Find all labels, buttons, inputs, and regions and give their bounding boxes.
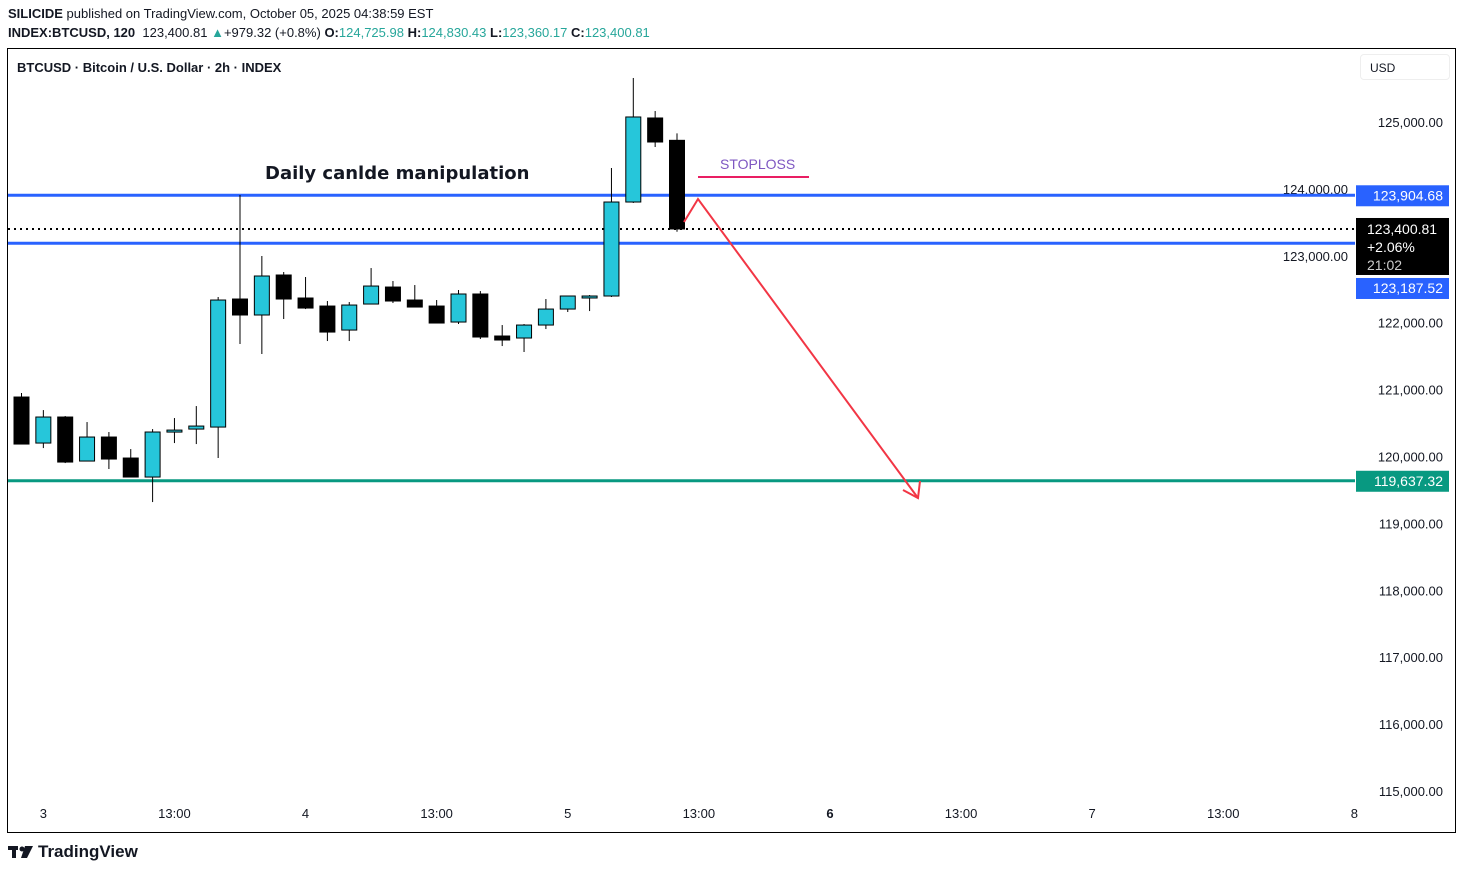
y-tick-label: 118,000.00 <box>1379 583 1443 598</box>
price-level-tag-label: 119,637.32 <box>1374 473 1443 489</box>
current-price-label: 123,400.81 <box>1367 221 1437 237</box>
currency-button[interactable]: USD <box>1360 54 1450 80</box>
x-tick-label: 6 <box>826 806 833 821</box>
bear-candle <box>647 117 664 143</box>
bull-candle <box>537 308 554 326</box>
y-tick-label: 120,000.00 <box>1378 450 1443 465</box>
x-tick-label: 13:00 <box>683 806 716 821</box>
chart-frame[interactable] <box>7 48 1456 833</box>
price-level-tag-label: 123,187.52 <box>1373 280 1443 296</box>
y-tick-label: 121,000.00 <box>1378 383 1443 398</box>
current-change-label: +2.06% <box>1367 239 1415 255</box>
bull-candle <box>253 275 270 316</box>
x-tick-label: 4 <box>302 806 309 821</box>
x-tick-label: 3 <box>40 806 47 821</box>
bear-candle <box>57 416 74 463</box>
x-tick-label: 13:00 <box>158 806 191 821</box>
publish-text: published on TradingView.com, October 05… <box>66 6 434 21</box>
bull-candle <box>450 293 467 323</box>
y-tick-label: 123,000.00 <box>1283 249 1348 264</box>
y-tick-label: 117,000.00 <box>1379 650 1443 665</box>
author-name: SILICIDE <box>8 6 63 21</box>
bear-candle <box>428 305 445 324</box>
bear-candle <box>472 293 489 338</box>
up-triangle-icon: ▲ <box>211 25 224 40</box>
close-value: 123,400.81 <box>584 25 650 40</box>
bull-candle <box>516 324 533 339</box>
publish-info: SILICIDE published on TradingView.com, O… <box>8 6 433 21</box>
price-level-tag <box>1356 277 1449 299</box>
y-tick-label: 119,000.00 <box>1379 516 1443 531</box>
x-tick-label: 8 <box>1351 806 1358 821</box>
x-tick-label: 13:00 <box>945 806 978 821</box>
bull-candle <box>188 425 205 430</box>
high-label: H: <box>407 25 422 40</box>
y-tick-label: 125,000.00 <box>1378 115 1443 130</box>
bear-candle <box>669 139 685 230</box>
bull-candle <box>210 299 227 428</box>
bear-candle <box>319 305 336 333</box>
bear-candle <box>406 299 423 308</box>
bull-candle <box>79 436 96 462</box>
tv-logo-icon <box>8 846 33 858</box>
symbol-info: INDEX:BTCUSD, 120 123,400.81 ▲+979.32 (+… <box>8 25 650 40</box>
bear-candle <box>275 274 292 300</box>
tradingview-logo: TradingView <box>8 842 138 862</box>
bull-candle <box>341 304 358 331</box>
x-tick-label: 13:00 <box>420 806 453 821</box>
annotation-text: Daily canlde manipulation <box>265 163 529 184</box>
bull-candle <box>363 285 380 305</box>
bar-countdown-label: 21:02 <box>1367 257 1402 273</box>
y-tick-label: 115,000.00 <box>1379 784 1443 799</box>
bull-candle <box>581 295 598 299</box>
low-value: 123,360.17 <box>502 25 568 40</box>
price-change: +979.32 (+0.8%) <box>223 25 321 40</box>
bear-candle <box>232 298 248 316</box>
x-tick-label: 13:00 <box>1207 806 1240 821</box>
open-value: 124,725.98 <box>338 25 404 40</box>
open-label: O: <box>324 25 339 40</box>
bull-candle <box>35 416 52 444</box>
bear-candle <box>100 436 117 460</box>
last-price: 123,400.81 <box>142 25 208 40</box>
x-tick-label: 7 <box>1089 806 1096 821</box>
bear-candle <box>122 457 139 478</box>
bear-candle <box>494 335 511 341</box>
bear-candle <box>297 297 314 309</box>
stoploss-label: STOPLOSS <box>720 156 795 172</box>
price-level-tag <box>1356 185 1449 207</box>
projection-arrow <box>683 197 919 499</box>
arrow-head-icon <box>902 480 921 500</box>
bear-candle <box>384 286 401 302</box>
bear-candle <box>13 396 30 445</box>
current-price-tag <box>1356 217 1449 275</box>
bull-candle <box>625 116 642 203</box>
close-label: C: <box>571 25 585 40</box>
y-tick-label: 116,000.00 <box>1379 717 1443 732</box>
x-tick-label: 5 <box>564 806 571 821</box>
bull-candle <box>144 431 161 478</box>
y-tick-label: 122,000.00 <box>1378 316 1443 331</box>
price-level-tag-label: 123,904.68 <box>1373 187 1443 203</box>
y-tick-label: 124,000.00 <box>1283 182 1348 197</box>
price-level-tag <box>1356 470 1449 492</box>
bull-candle <box>166 429 183 433</box>
bull-candle <box>559 295 576 310</box>
low-label: L: <box>490 25 503 40</box>
brand-name: TradingView <box>38 842 138 861</box>
high-value: 124,830.43 <box>421 25 487 40</box>
bull-candle <box>603 201 620 297</box>
symbol-label: INDEX:BTCUSD, 120 <box>8 25 136 40</box>
chart-title: BTCUSD · Bitcoin / U.S. Dollar · 2h · IN… <box>17 60 282 75</box>
